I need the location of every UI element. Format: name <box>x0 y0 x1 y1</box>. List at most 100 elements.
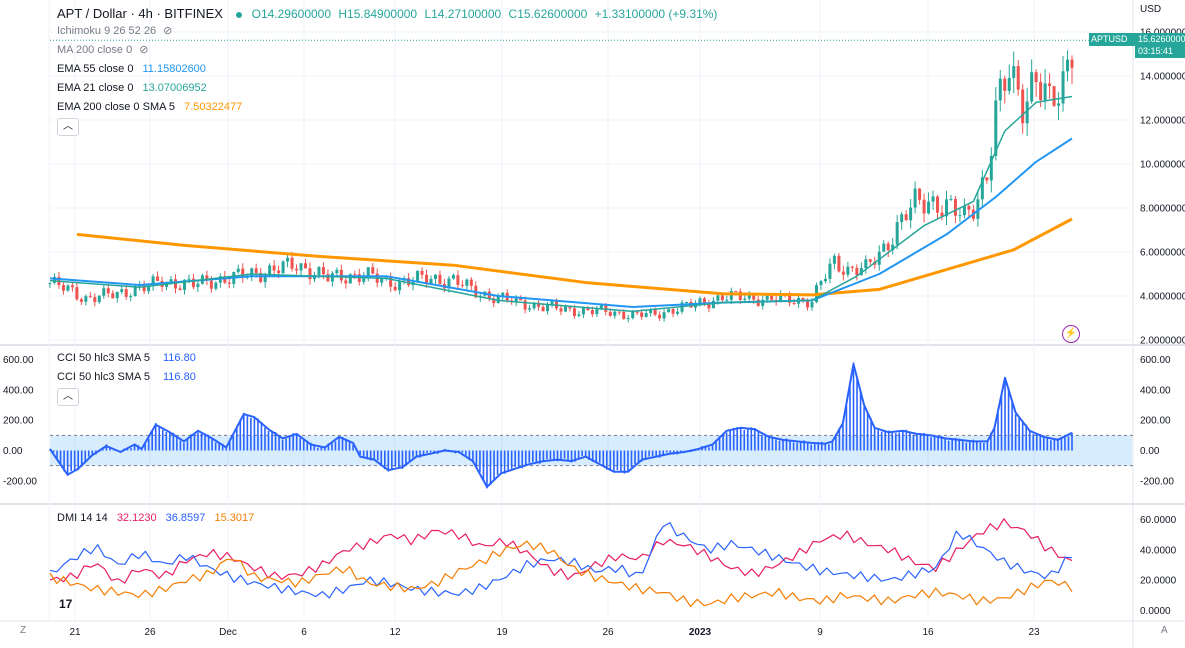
candle-body <box>671 309 675 314</box>
candle-body <box>290 257 294 269</box>
candle-body <box>841 271 845 275</box>
candle-body <box>743 298 747 301</box>
candle-body <box>97 295 101 303</box>
time-tick-label: 26 <box>602 627 614 638</box>
currency-label[interactable]: USD <box>1140 4 1162 15</box>
candle-body <box>1057 103 1061 106</box>
candle-body <box>362 276 366 282</box>
market-status-dot <box>236 11 243 18</box>
chevron-up-icon: ︿ <box>63 391 73 402</box>
candle-body <box>1039 82 1043 101</box>
candle-body <box>523 300 527 310</box>
candle-body <box>747 293 751 299</box>
candle-body <box>922 199 926 214</box>
candle-body <box>389 277 393 287</box>
ma200-label: MA 200 close 0 <box>57 44 133 56</box>
ema21-line <box>49 95 1073 313</box>
candle-body <box>828 263 832 279</box>
candle-body <box>1061 71 1065 104</box>
candle-body <box>729 291 733 300</box>
candle-body <box>909 207 913 221</box>
candle-body <box>407 278 411 286</box>
candle-body <box>93 297 97 303</box>
candle-body <box>716 295 720 301</box>
hidden-eye-icon[interactable]: ⊘ <box>163 25 173 37</box>
candle-body <box>725 299 729 301</box>
candle-body <box>590 310 594 315</box>
candle-body <box>891 244 895 251</box>
ema55-legend[interactable]: EMA 55 close 0 11.15802600 <box>57 63 206 76</box>
collapse-cci-button[interactable]: ︿ <box>57 388 79 406</box>
candle-body <box>272 265 276 271</box>
time-tick-label: 6 <box>301 627 307 638</box>
candle-body <box>84 296 88 302</box>
cci-left-tick-label: 400.00 <box>3 385 34 396</box>
auto-scale-button[interactable]: A <box>1161 625 1168 636</box>
ema200-legend[interactable]: EMA 200 close 0 SMA 5 7.50322477 <box>57 101 242 114</box>
ichimoku-legend[interactable]: Ichimoku 9 26 52 26 ⊘ <box>57 25 172 38</box>
time-tick-label: 2023 <box>689 627 712 638</box>
zoom-z-button[interactable]: Z <box>20 625 27 636</box>
cci-tick-label: 600.00 <box>1140 355 1171 366</box>
candle-body <box>859 268 863 276</box>
candle-body <box>447 278 451 289</box>
dmi-adx-line <box>49 540 1073 608</box>
dmi-legend[interactable]: DMI 14 14 32.1230 36.8597 15.3017 <box>57 512 254 525</box>
candle-body <box>1052 86 1056 106</box>
candle-body <box>304 263 307 269</box>
candle-body <box>496 295 500 304</box>
tradingview-logo-icon[interactable]: 17 <box>59 597 73 611</box>
candle-body <box>953 198 957 216</box>
cci2-value: 116.80 <box>163 371 196 383</box>
candle-body <box>321 267 325 275</box>
ema200-value: 7.50322477 <box>184 101 243 113</box>
candle-body <box>75 287 79 300</box>
time-tick-label: Dec <box>219 627 237 638</box>
candle-body <box>277 270 281 274</box>
candle-body <box>581 307 585 315</box>
candle-body <box>169 279 173 282</box>
ema200-line <box>76 217 1073 297</box>
candle-body <box>209 280 213 289</box>
candle-body <box>900 214 904 223</box>
candle-body <box>178 288 182 290</box>
collapse-legend-button[interactable]: ︿ <box>57 118 79 136</box>
candle-body <box>79 299 83 302</box>
cci-tick-label: -200.00 <box>1140 476 1174 487</box>
candle-body <box>770 294 774 300</box>
ma200-legend[interactable]: MA 200 close 0 ⊘ <box>57 44 149 57</box>
lightning-icon[interactable]: ⚡ <box>1062 325 1080 343</box>
cci-left-tick-label: 600.00 <box>3 355 34 366</box>
candle-body <box>151 276 155 287</box>
candle-body <box>147 286 151 292</box>
symbol-title[interactable]: APT / Dollar · 4h · BITFINEX <box>57 6 223 21</box>
candle-body <box>425 274 429 284</box>
candle-body <box>810 302 814 308</box>
candle-body <box>223 276 227 283</box>
candle-body <box>572 308 576 316</box>
cci1-legend[interactable]: CCI 50 hlc3 SMA 5 116.80 <box>57 352 196 365</box>
candle-body <box>88 296 92 298</box>
dmi-minus-value: 36.8597 <box>165 512 206 524</box>
cci2-legend[interactable]: CCI 50 hlc3 SMA 5 116.80 <box>57 371 196 384</box>
ema21-legend[interactable]: EMA 21 close 0 13.07006952 <box>57 82 207 95</box>
candle-body <box>1070 59 1074 68</box>
symbol-header: APT / Dollar · 4h · BITFINEX O14.2960000… <box>57 7 721 21</box>
candle-body <box>635 311 639 313</box>
candle-body <box>640 312 644 317</box>
candle-body <box>281 261 285 274</box>
candle-body <box>501 292 505 296</box>
candle-body <box>707 303 711 309</box>
cci-pane <box>49 362 1133 489</box>
hidden-eye-icon[interactable]: ⊘ <box>139 44 149 56</box>
candle-body <box>236 268 240 272</box>
candle-body <box>752 293 756 300</box>
candle-body <box>599 305 603 309</box>
price-tick-label: 2.0000000 <box>1140 336 1185 347</box>
candle-body <box>348 274 352 284</box>
dmi-tick-label: 20.0000 <box>1140 576 1177 587</box>
candle-body <box>756 299 760 306</box>
candle-body <box>877 251 881 265</box>
